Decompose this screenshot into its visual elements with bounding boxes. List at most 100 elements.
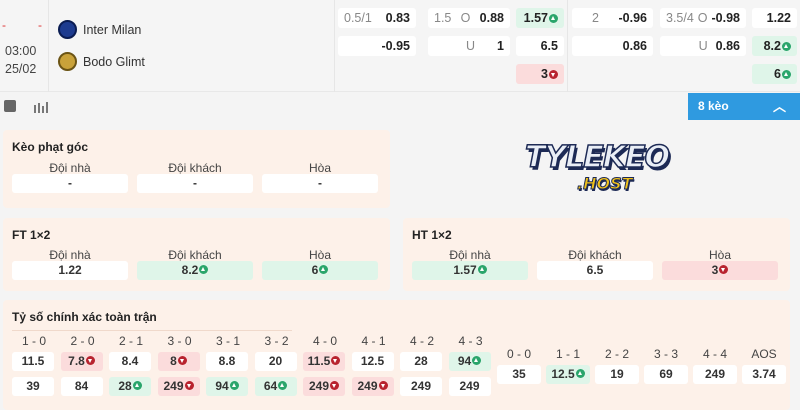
score-odds-cell[interactable]: 249 (400, 377, 442, 396)
score-odds-cell[interactable]: 7.8 (60, 352, 103, 371)
score-odds-cell[interactable]: 39 (12, 377, 54, 396)
score-odds-cell[interactable]: 20 (254, 352, 297, 371)
handicap2-away-cell[interactable]: 0.86 (572, 36, 653, 56)
handicap2-home-odds: -0.96 (618, 11, 648, 25)
odds-cell[interactable]: 1.57 (412, 261, 528, 280)
score-odds-cell[interactable]: 94 (448, 352, 491, 371)
arrow-down-icon (378, 381, 388, 390)
score-odds-cell[interactable]: 28 (400, 352, 442, 371)
column-label: Hòa (708, 248, 731, 262)
column-label: Đội nhà (449, 248, 491, 262)
score-odds-cell[interactable]: 249 (303, 377, 345, 396)
odds-value: 8 (170, 354, 177, 368)
odds-cell[interactable]: - (262, 174, 378, 193)
draw-score-label: 1 - 1 (555, 347, 580, 361)
score-label: 1 - 0 (21, 334, 46, 348)
odds-value: 7.8 (68, 354, 85, 368)
draw-odds-cell[interactable]: 12.5 (546, 365, 590, 384)
score-odds-cell[interactable]: 249 (157, 377, 200, 396)
odds-cell[interactable]: - (137, 174, 253, 193)
odds-cell[interactable]: 6 (262, 261, 378, 280)
stats-icon[interactable] (33, 99, 49, 113)
handicap-home-cell[interactable]: 0.5/1 0.83 (338, 8, 416, 28)
corner-title: Kèo phạt góc (12, 140, 89, 154)
under2-odds: 0.86 (715, 39, 740, 53)
away-team[interactable]: Bodo Glimt (83, 55, 145, 69)
odds-1x2-cell[interactable]: 8.2 (752, 36, 797, 56)
ht-1x2-panel: HT 1×2 Đội nhà 1.57 Đội khách 6.5 Hòa 3 (403, 218, 790, 291)
odds-value: 19 (610, 367, 624, 381)
score-odds-cell[interactable]: 8 (157, 352, 200, 371)
odds-value: 3.74 (752, 367, 776, 381)
home-team[interactable]: Inter Milan (83, 23, 142, 37)
score-odds-cell[interactable]: 8.4 (109, 352, 151, 371)
shirt-icon[interactable] (4, 100, 16, 112)
odds-value: - (68, 176, 72, 190)
score-odds-cell[interactable]: 12.5 (351, 352, 394, 371)
odds-cell[interactable]: 1.22 (12, 261, 128, 280)
over-odds: 0.88 (479, 11, 504, 25)
odds-cell[interactable]: 6.5 (537, 261, 653, 280)
score-label: 3 - 2 (264, 334, 289, 348)
odds-value: 249 (704, 367, 726, 381)
arrow-down-icon (330, 381, 340, 390)
arrow-up-icon (782, 69, 791, 79)
draw-score-label: AOS (751, 347, 777, 361)
arrow-down-icon (85, 356, 95, 365)
odds-1x2-cell[interactable]: 3 (516, 64, 564, 84)
column-label: Đội khách (168, 248, 222, 262)
odds-1x2-cell[interactable]: 1.57 (516, 8, 564, 28)
score-odds-cell[interactable]: 84 (60, 377, 103, 396)
ft-1x2-panel: FT 1×2 Đội nhà 1.22 Đội khách 8.2 Hòa 6 (3, 218, 390, 291)
under2-cell[interactable]: U 0.86 (660, 36, 746, 56)
handicap2-home-cell[interactable]: 2 -0.96 (572, 8, 653, 28)
odds-cell[interactable]: - (12, 174, 128, 193)
draw-odds-cell[interactable]: 35 (497, 365, 541, 384)
score-odds-cell[interactable]: 11.5 (12, 352, 54, 371)
odds-value: 12.5 (360, 354, 385, 368)
odds-1x2-cell[interactable]: 6.5 (516, 36, 564, 56)
odds-value: 249 (410, 379, 432, 393)
score-odds-cell[interactable]: 8.8 (206, 352, 248, 371)
away-score: - (38, 18, 42, 32)
draw-score-label: 4 - 4 (702, 347, 727, 361)
handicap-away-odds: -0.95 (381, 39, 411, 53)
over-cell[interactable]: 1.5 O 0.88 (428, 8, 510, 28)
draw-odds-cell[interactable]: 69 (644, 365, 688, 384)
more-odds-button[interactable]: 8 kèo ︿ (688, 93, 800, 120)
arrow-up-icon (549, 13, 558, 23)
score-odds-cell[interactable]: 28 (109, 377, 151, 396)
odds-1x2-cell[interactable]: 6 (752, 64, 797, 84)
odds-value: 8.2 (181, 263, 199, 277)
odds-value: 249 (163, 379, 184, 393)
score-odds-cell[interactable]: 249 (448, 377, 491, 396)
odds-1x2-cell[interactable]: 1.22 (752, 8, 797, 28)
bodo-glimt-logo-icon (58, 52, 77, 71)
draw-score-label: 0 - 0 (506, 347, 531, 361)
odds-value: 8.2 (763, 39, 781, 53)
correct-score-title: Tỷ số chính xác toàn trận (12, 310, 157, 324)
score-odds-cell[interactable]: 249 (351, 377, 394, 396)
handicap-line: 0.5/1 (344, 11, 372, 25)
score-odds-cell[interactable]: 11.5 (303, 352, 345, 371)
score-label: 4 - 1 (361, 334, 386, 348)
score-odds-cell[interactable]: 94 (206, 377, 248, 396)
handicap-away-cell[interactable]: -0.95 (338, 36, 416, 56)
handicap-home-odds: 0.83 (385, 11, 410, 25)
odds-cell[interactable]: 8.2 (137, 261, 253, 280)
draw-odds-cell[interactable]: 249 (693, 365, 737, 384)
draw-odds-cell[interactable]: 19 (595, 365, 639, 384)
odds-value: 1.22 (766, 11, 791, 25)
arrow-up-icon (199, 265, 209, 274)
column-label: Đội khách (568, 248, 622, 262)
odds-cell[interactable]: 3 (662, 261, 778, 280)
score-odds-cell[interactable]: 64 (254, 377, 297, 396)
over2-cell[interactable]: 3.5/4 O -0.98 (660, 8, 746, 28)
handicap2-away-odds: 0.86 (622, 39, 647, 53)
draw-odds-cell[interactable]: 3.74 (742, 365, 786, 384)
odds-value: 249 (357, 379, 378, 393)
inter-milan-logo-icon (58, 20, 77, 39)
match-time: 03:00 (5, 44, 37, 58)
ou2-line: 3.5/4 (666, 11, 694, 25)
